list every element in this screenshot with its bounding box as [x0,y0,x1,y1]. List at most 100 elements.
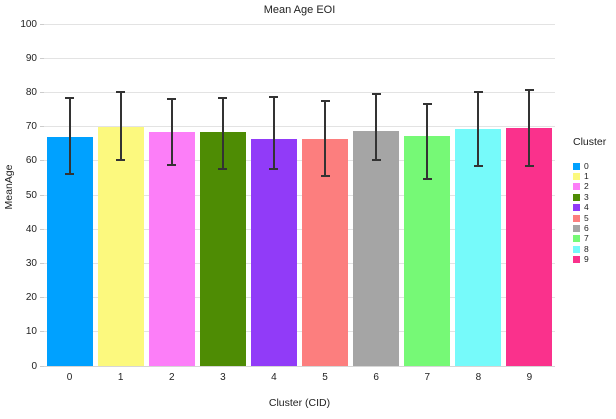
error-bar [119,92,122,161]
error-bar [375,94,378,160]
legend-row-8[interactable]: 8 [573,244,616,254]
bar-cluster-9[interactable] [506,127,553,366]
error-bar [272,96,275,169]
error-bar-cap-top [116,91,126,94]
y-tick-label: 70 [25,121,37,133]
bar-cluster-4[interactable] [250,138,297,366]
error-bar [170,98,173,165]
y-tick-mark [40,297,44,299]
legend-row-1[interactable]: 1 [573,171,616,181]
error-bar-cap-top [524,89,534,91]
error-bar [324,101,327,177]
y-tick-label: 40 [25,223,37,235]
legend-swatch [573,256,580,264]
error-bar [426,104,429,179]
legend-row-5[interactable]: 5 [573,213,616,223]
legend-swatch [573,193,580,201]
grid-line [44,194,555,196]
error-bar [221,97,224,169]
error-bar-cap-top [269,95,279,98]
error-bar-cap-bottom [65,173,75,176]
error-bar-cap-top [218,96,228,99]
error-bar-cap-bottom [218,168,228,170]
y-tick-mark [40,160,44,162]
y-tick-label: 80 [25,86,37,98]
legend-row-0[interactable]: 0 [573,161,616,171]
bar-cluster-8[interactable] [455,129,502,366]
x-tick-label: 3 [220,372,226,383]
grid-line [44,23,555,25]
legend-swatch [573,183,580,191]
bar-cluster-1[interactable] [97,126,144,366]
bar-cluster-2[interactable] [148,132,195,366]
y-tick-mark [40,365,44,367]
y-tick-mark [40,23,44,25]
grid-line [44,228,555,230]
error-bar-cap-bottom [269,168,279,170]
bar-cluster-3[interactable] [199,132,246,366]
legend-label: 8 [584,243,589,254]
legend-row-7[interactable]: 7 [573,234,616,244]
y-tick-label: 50 [25,189,37,201]
y-tick-label: 20 [25,292,37,304]
error-bar [477,92,480,167]
legend-swatch [573,162,580,170]
error-bar-cap-bottom [116,159,126,162]
y-tick-label: 0 [31,360,37,372]
legend-row-3[interactable]: 3 [573,192,616,202]
legend-row-2[interactable]: 2 [573,182,616,192]
x-tick-label: 6 [373,372,379,383]
y-tick-mark [40,331,44,333]
error-bar-cap-bottom [473,165,483,168]
legend-label: 9 [584,254,589,265]
y-tick-mark [40,228,44,230]
grid-line [44,365,555,367]
legend-swatch [573,173,580,181]
error-bar-cap-top [320,100,330,103]
legend-row-9[interactable]: 9 [573,255,616,265]
y-tick-label: 10 [25,326,37,338]
error-bar [528,90,531,166]
y-tick-label: 90 [25,52,37,64]
legend-label: 5 [584,212,589,223]
legend-title: Cluster [573,136,607,148]
error-bar-cap-top [371,93,381,96]
legend-row-6[interactable]: 6 [573,223,616,233]
error-bar-cap-bottom [524,164,534,167]
x-tick-label: 0 [66,372,73,383]
error-bar-cap-bottom [422,177,432,180]
bar-cluster-6[interactable] [353,130,400,366]
legend-label: 2 [584,181,589,192]
y-tick-mark [40,126,44,128]
legend-swatch [573,214,580,222]
error-bar-cap-bottom [320,175,330,178]
error-bar-cap-top [65,96,75,99]
y-tick-mark [40,262,44,264]
legend-label: 3 [584,191,589,202]
legend-label: 0 [584,160,589,171]
y-tick-label: 100 [20,18,37,30]
legend-swatch [573,245,580,253]
plot-area [44,23,555,367]
x-tick-label: 5 [322,372,328,383]
grid-line [44,262,555,264]
legend-swatch [573,204,580,212]
y-tick-label: 60 [25,155,37,167]
x-tick-label: 7 [424,372,431,383]
grid-line [44,297,555,299]
legend-swatch [573,235,580,243]
error-bar-cap-bottom [167,163,177,166]
y-tick-mark [40,194,44,196]
grid-line [44,331,555,333]
x-tick-label: 2 [168,372,175,383]
x-axis-title: Cluster (CID) [268,397,331,409]
legend-label: 6 [584,223,589,234]
chart-title: Mean Age EOI [263,4,336,16]
legend-swatch [573,225,580,233]
error-bar-cap-top [422,103,432,106]
legend-label: 7 [584,233,589,244]
legend-row-4[interactable]: 4 [573,203,616,213]
